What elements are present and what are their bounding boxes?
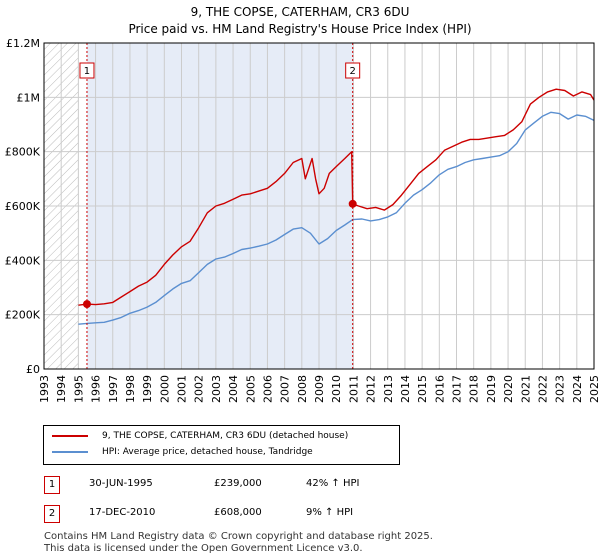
legend-label-price: 9, THE COPSE, CATERHAM, CR3 6DU (detache…	[102, 431, 349, 441]
sale-marker-box	[345, 62, 361, 79]
x-tick-label: 2017	[451, 375, 464, 403]
x-tick-label: 1993	[38, 375, 51, 403]
x-tick-label: 2007	[279, 375, 292, 403]
x-tick-label: 2006	[261, 375, 274, 403]
y-tick-label: £600K	[5, 200, 41, 213]
x-tick-label: 2005	[244, 375, 257, 403]
sale-marker-box	[79, 62, 95, 79]
x-tick-label: 1997	[107, 375, 120, 403]
x-tick-label: 1995	[72, 375, 85, 403]
x-tick-label: 1998	[124, 375, 137, 403]
chart-title: 9, THE COPSE, CATERHAM, CR3 6DU	[190, 5, 410, 19]
x-tick-label: 2021	[519, 375, 532, 403]
sale-point	[348, 199, 357, 208]
sale-marker-label: 1	[84, 66, 90, 77]
y-tick-label: £400K	[5, 254, 41, 267]
legend-entry-hpi: HPI: Average price, detached house, Tand…	[52, 447, 313, 457]
x-tick-label: 2014	[399, 375, 412, 403]
sale-date: 17-DEC-2010	[89, 507, 156, 518]
y-tick-label: £0	[26, 363, 40, 376]
x-tick-label: 2004	[227, 375, 240, 403]
y-tick-label: £1M	[17, 91, 41, 104]
price-chart: 1 2 £0 £200K £400K £600K £800K £1M £1.2M 1993 199…	[5, 37, 600, 403]
y-tick-label: £200K	[5, 309, 41, 322]
sale-point	[82, 300, 91, 309]
x-tick-label: 2023	[554, 375, 567, 403]
x-tick-label: 2018	[468, 375, 481, 403]
plot-frame	[43, 42, 595, 370]
y-tick-label: £1.2M	[6, 37, 40, 50]
x-tick-label: 2013	[382, 375, 395, 403]
x-tick-label: 2012	[365, 375, 378, 403]
x-tick-label: 2002	[193, 375, 206, 403]
x-tick-label: 2003	[210, 375, 223, 403]
legend-label-hpi: HPI: Average price, detached house, Tand…	[102, 447, 313, 457]
x-tick-label: 2011	[347, 375, 360, 403]
sale-number-badge: 1	[44, 476, 60, 494]
x-tick-label: 2020	[502, 375, 515, 403]
sale-hpi-diff: 42% ↑ HPI	[306, 478, 360, 489]
hpi-line	[78, 111, 595, 325]
footer-licence: This data is licensed under the Open Gov…	[44, 543, 363, 554]
sale-hpi-diff: 9% ↑ HPI	[306, 507, 354, 518]
x-tick-label: 2022	[536, 375, 549, 403]
x-tick-label: 2010	[330, 375, 343, 403]
legend-entry-price: 9, THE COPSE, CATERHAM, CR3 6DU (detache…	[52, 431, 348, 441]
price-line-swatch	[52, 434, 88, 437]
x-tick-label: 1999	[141, 375, 154, 403]
x-tick-label: 2001	[176, 375, 189, 403]
chart-subtitle: Price paid vs. HM Land Registry's House …	[128, 22, 472, 36]
y-tick-label: £800K	[5, 146, 41, 159]
x-tick-label: 1996	[90, 375, 103, 403]
hpi-line-swatch	[52, 450, 88, 453]
sale-date: 30-JUN-1995	[89, 478, 153, 489]
x-tick-label: 1994	[55, 375, 68, 403]
x-tick-label: 2008	[296, 375, 309, 403]
x-tick-label: 2016	[433, 375, 446, 403]
x-tick-label: 2000	[158, 375, 171, 403]
sale-marker-label: 2	[350, 66, 356, 77]
price-paid-line	[78, 88, 595, 306]
legend: 9, THE COPSE, CATERHAM, CR3 6DU (detache…	[43, 425, 400, 465]
footer-copyright: Contains HM Land Registry data © Crown c…	[44, 531, 433, 542]
x-tick-label: 2009	[313, 375, 326, 403]
sale-price: £239,000	[214, 478, 262, 489]
x-tick-label: 2024	[571, 375, 584, 403]
sale-price: £608,000	[214, 507, 262, 518]
x-tick-label: 2015	[416, 375, 429, 403]
sale-number-badge: 2	[44, 505, 60, 523]
x-tick-label: 2019	[485, 375, 498, 403]
x-tick-label: 2025	[588, 375, 600, 403]
